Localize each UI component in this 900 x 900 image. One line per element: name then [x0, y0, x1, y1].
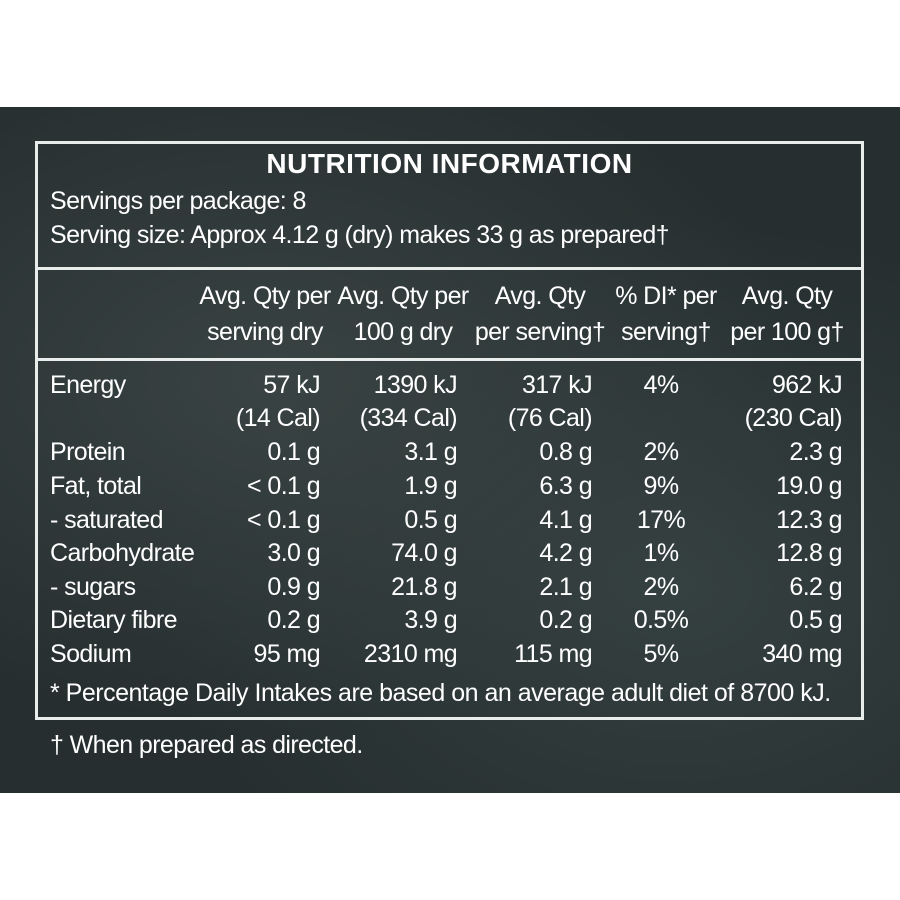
- cell: 0.5 g: [789, 606, 842, 634]
- cell: 95 mg: [253, 640, 321, 668]
- nutrient-name-fat-total: Fat, total: [50, 472, 142, 500]
- cell: 2.3 g: [789, 438, 842, 466]
- cell: 2.1 g: [539, 573, 592, 601]
- cell: (14 Cal): [235, 404, 321, 432]
- col-header-1-line2: serving dry: [207, 318, 323, 346]
- nutrient-name-protein: Protein: [50, 438, 126, 466]
- col-header-5-line1: Avg. Qty: [741, 282, 833, 310]
- cell: 21.8 g: [391, 573, 458, 601]
- cell: 9%: [643, 472, 680, 500]
- cell: 0.1 g: [267, 438, 320, 466]
- col-header-4-line2: serving†: [621, 318, 711, 346]
- cell: 2310 mg: [363, 640, 458, 668]
- nutrient-name-sodium: Sodium: [50, 640, 132, 668]
- col-header-3-line1: Avg. Qty: [494, 282, 586, 310]
- col-header-4-line1: % DI* per: [615, 282, 717, 310]
- divider-header: [38, 358, 861, 361]
- nutrient-name-saturated: - saturated: [50, 506, 164, 534]
- nutrient-name-energy: Energy: [50, 371, 126, 399]
- cell: 3.0 g: [267, 539, 320, 567]
- cell: 57 kJ: [263, 371, 320, 399]
- nutrient-name-carbohydrate: Carbohydrate: [50, 539, 195, 567]
- cell: < 0.1 g: [247, 472, 321, 500]
- nutrition-panel: NUTRITION INFORMATION Servings per packa…: [0, 107, 900, 793]
- panel-title: NUTRITION INFORMATION: [266, 148, 633, 179]
- col-header-2-line2: 100 g dry: [353, 318, 453, 346]
- cell: 74.0 g: [391, 539, 458, 567]
- cell: 962 kJ: [771, 371, 843, 399]
- cell: 1.9 g: [404, 472, 457, 500]
- cell: 4%: [643, 371, 680, 399]
- cell: 2%: [643, 438, 680, 466]
- col-header-2-line1: Avg. Qty per: [337, 282, 469, 310]
- nutrient-name-sugars: - sugars: [50, 573, 136, 601]
- cell: 3.1 g: [404, 438, 457, 466]
- col-header-1-line1: Avg. Qty per: [199, 282, 331, 310]
- cell: 0.5 g: [404, 506, 457, 534]
- serving-size: Serving size: Approx 4.12 g (dry) makes …: [50, 221, 670, 249]
- cell: 3.9 g: [404, 606, 457, 634]
- divider-top: [38, 267, 861, 270]
- cell: 17%: [636, 506, 686, 534]
- cell: 115 mg: [514, 640, 593, 668]
- cell: 12.8 g: [776, 539, 843, 567]
- cell: 340 mg: [762, 640, 842, 668]
- nutrient-name-dietary-fibre: Dietary fibre: [50, 606, 178, 634]
- cell: 2%: [643, 573, 680, 601]
- footnote-daily-intake: * Percentage Daily Intakes are based on …: [50, 679, 831, 707]
- cell: 6.2 g: [789, 573, 842, 601]
- cell: 317 kJ: [521, 371, 593, 399]
- cell: 0.9 g: [267, 573, 320, 601]
- cell: 0.5%: [633, 606, 689, 634]
- cell: (230 Cal): [744, 404, 843, 432]
- footnote-prepared: † When prepared as directed.: [50, 731, 363, 759]
- col-header-5-line2: per 100 g†: [730, 318, 844, 346]
- cell: 5%: [643, 640, 680, 668]
- cell: 1390 kJ: [373, 371, 458, 399]
- nutrition-table-border: [35, 141, 864, 720]
- cell: 19.0 g: [776, 472, 843, 500]
- cell: 0.8 g: [539, 438, 592, 466]
- cell: 12.3 g: [776, 506, 843, 534]
- cell: 6.3 g: [539, 472, 592, 500]
- cell: (334 Cal): [359, 404, 458, 432]
- cell: (76 Cal): [507, 404, 593, 432]
- cell: 0.2 g: [539, 606, 592, 634]
- servings-per-package: Servings per package: 8: [50, 187, 306, 215]
- cell: 4.1 g: [539, 506, 592, 534]
- col-header-3-line2: per serving†: [474, 318, 606, 346]
- cell: 0.2 g: [267, 606, 320, 634]
- cell: < 0.1 g: [247, 506, 321, 534]
- cell: 1%: [643, 539, 680, 567]
- cell: 4.2 g: [539, 539, 592, 567]
